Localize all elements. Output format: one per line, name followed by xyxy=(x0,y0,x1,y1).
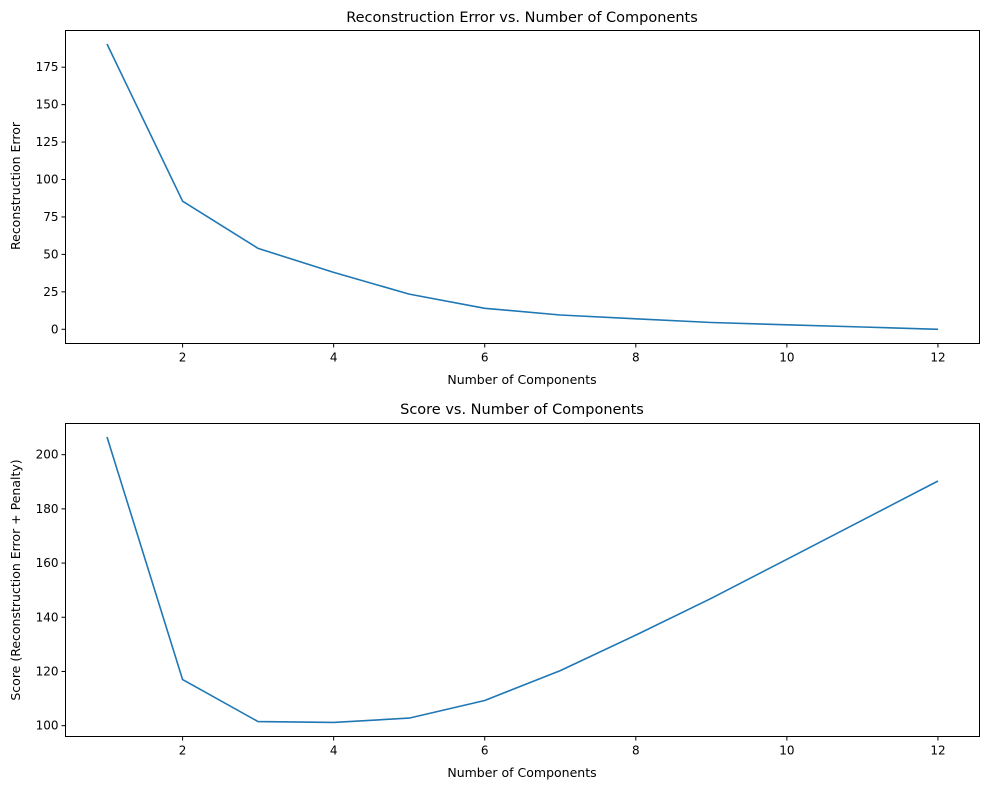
y-axis-label: Reconstruction Error xyxy=(8,121,23,250)
ticks-layer: 2 4 6 8 10 12 100 120 140 160 180 200 xyxy=(36,448,946,758)
score-chart: Score vs. Number of Components Number of… xyxy=(8,402,980,780)
y-tick-label: 125 xyxy=(36,135,59,149)
x-tick-label: 10 xyxy=(779,744,794,758)
y-tick-label: 160 xyxy=(36,556,59,570)
x-tick-label: 4 xyxy=(330,744,338,758)
x-tick-label: 6 xyxy=(481,351,489,365)
x-tick-label: 2 xyxy=(179,351,187,365)
x-tick-label: 4 xyxy=(330,351,338,365)
y-tick-label: 25 xyxy=(43,285,58,299)
y-tick-label: 100 xyxy=(36,173,59,187)
y-tick-label: 50 xyxy=(43,247,58,261)
x-tick-label: 8 xyxy=(632,744,640,758)
chart-title: Score vs. Number of Components xyxy=(400,402,644,418)
reconstruction-error-chart: Reconstruction Error vs. Number of Compo… xyxy=(8,10,980,387)
x-axis-label: Number of Components xyxy=(447,372,596,387)
chart-title: Reconstruction Error vs. Number of Compo… xyxy=(346,10,698,26)
plot-frame xyxy=(65,423,980,737)
x-tick-label: 6 xyxy=(481,744,489,758)
x-axis-label: Number of Components xyxy=(447,765,596,780)
x-tick-label: 12 xyxy=(930,744,945,758)
y-tick-label: 180 xyxy=(36,502,59,516)
x-tick-label: 10 xyxy=(779,351,794,365)
series-line xyxy=(106,436,939,724)
plot-layer xyxy=(106,436,939,724)
y-tick-label: 0 xyxy=(51,322,59,336)
x-tick-label: 8 xyxy=(632,351,640,365)
series-line xyxy=(106,43,939,331)
x-tick-label: 2 xyxy=(179,744,187,758)
y-tick-label: 120 xyxy=(36,664,59,678)
plot-layer xyxy=(106,43,939,331)
y-tick-label: 150 xyxy=(36,98,59,112)
y-tick-label: 100 xyxy=(36,719,59,733)
y-tick-label: 175 xyxy=(36,60,59,74)
plot-frame xyxy=(65,30,980,344)
y-tick-label: 140 xyxy=(36,610,59,624)
y-axis-label: Score (Reconstruction Error + Penalty) xyxy=(8,459,23,700)
y-tick-label: 200 xyxy=(36,448,59,462)
ticks-layer: 2 4 6 8 10 12 0 25 50 75 100 125 150 175 xyxy=(36,60,946,364)
x-tick-label: 12 xyxy=(930,351,945,365)
y-tick-label: 75 xyxy=(43,210,58,224)
